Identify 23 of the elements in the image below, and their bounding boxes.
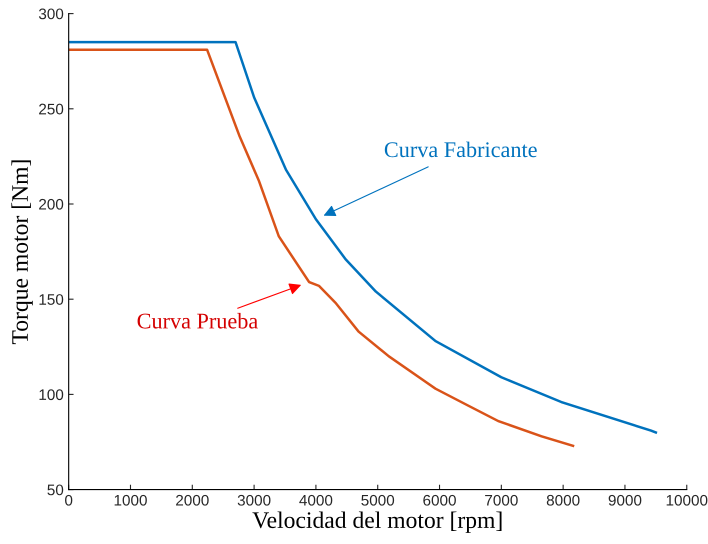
x-tick-label: 7000: [485, 494, 518, 506]
line-series: [68, 40, 658, 434]
line-series: [68, 48, 574, 448]
annotation: Curva Prueba: [138, 312, 258, 329]
annotation: Curva Fabricante: [384, 142, 537, 158]
y-tick-label: 200: [39, 198, 64, 210]
y-tick-label: 300: [38, 8, 64, 20]
x-tick-label: 8000: [546, 494, 580, 506]
x-tick-label: 2000: [176, 494, 209, 506]
x-tick-label: 6000: [423, 494, 456, 506]
x-tick-label: 9000: [608, 494, 642, 506]
x-tick-label: 5000: [361, 494, 394, 506]
x-tick-label: 0: [65, 494, 72, 506]
y-tick-label: 50: [47, 484, 64, 496]
y-tick-label: 250: [39, 104, 64, 114]
x-tick-label: 4000: [299, 494, 332, 506]
x-tick-label: 10000: [666, 494, 708, 506]
y-tick-label: 150: [39, 294, 64, 305]
x-tick-label: 3000: [238, 494, 270, 506]
x-axis-title: Velocidad del motor [rpm]: [252, 511, 502, 533]
y-axis-title: Torque motor [Nm]: [11, 160, 33, 344]
x-tick-label: 1000: [114, 494, 147, 506]
y-tick-label: 100: [39, 389, 64, 400]
